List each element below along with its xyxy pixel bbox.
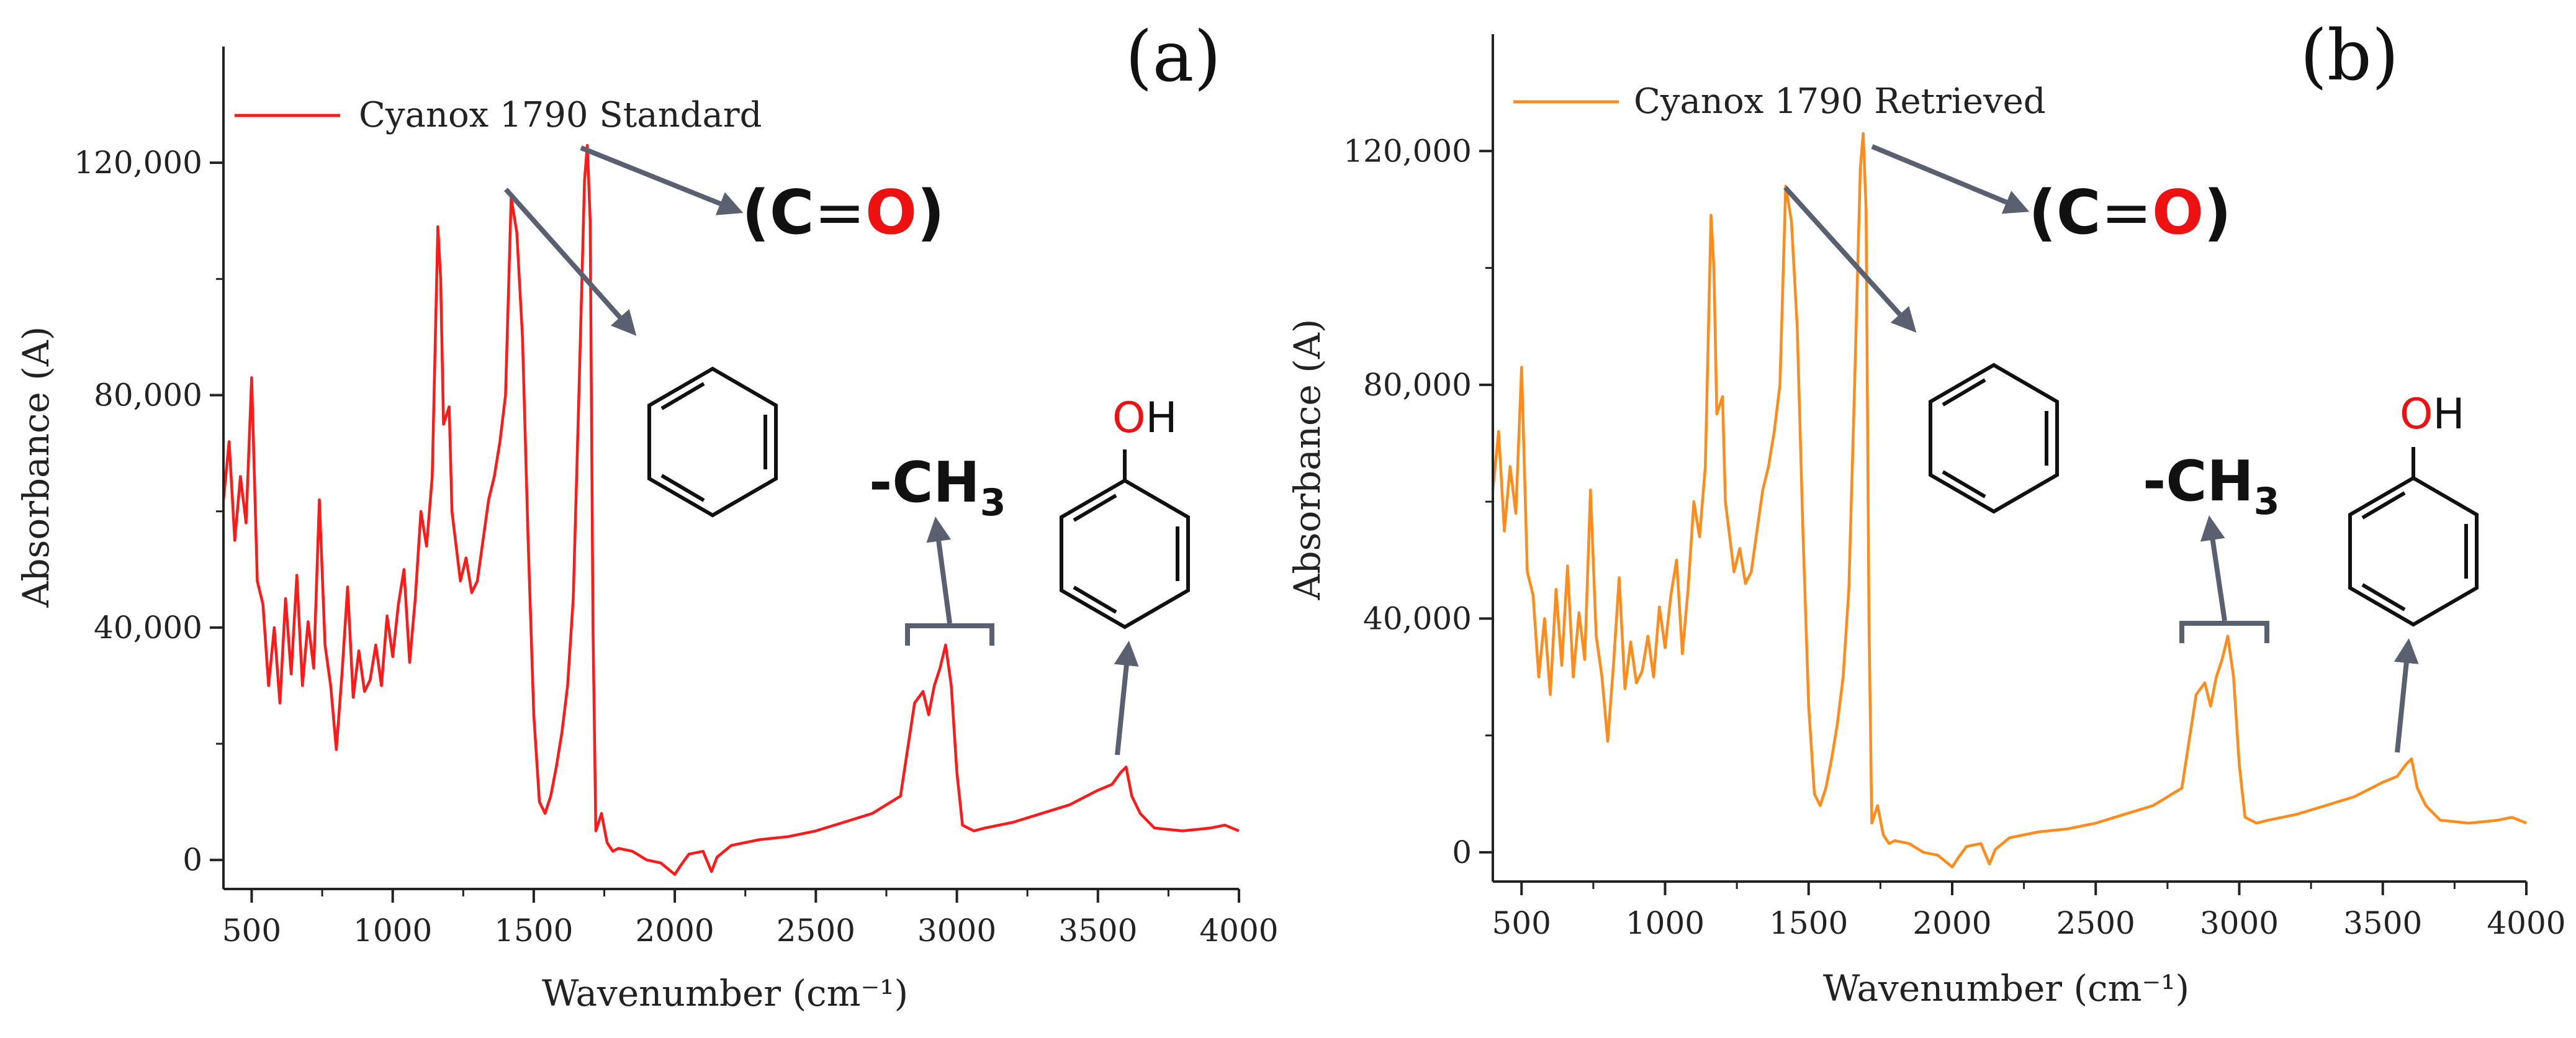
methyl-label: -CH3 (869, 450, 1006, 525)
y-tick-label: 120,000 (74, 145, 202, 181)
methyl-label: -CH3 (2143, 449, 2279, 523)
x-tick-label: 2000 (1912, 905, 1991, 941)
benzene-arrow (1783, 186, 1917, 333)
x-tick-label: 500 (1492, 905, 1551, 941)
legend-entry: Cyanox 1790 Retrieved (1634, 81, 2046, 122)
y-ticks-a: 0 40,000 80,000 120,000 (74, 145, 223, 878)
panel-a: 500 1000 1500 2000 2500 3000 3500 4000 0 40,000 8… (15, 17, 1279, 1014)
panel-b: 500 1000 1500 2000 2500 3000 3500 4000 0 40,000 8… (1286, 16, 2566, 1009)
y-tick-label: 80,000 (94, 377, 202, 413)
methyl-arrow (926, 517, 952, 624)
y-tick-label: 40,000 (94, 610, 202, 646)
x-tick-label: 1000 (353, 913, 432, 949)
benzene-arrow (504, 187, 637, 336)
y-axis-label: Absorbance (A) (15, 327, 57, 608)
series-line-0 (1491, 132, 2527, 869)
x-axis-label: Wavenumber (cm⁻¹) (1823, 967, 2189, 1009)
carbonyl-label: (C=O) (742, 178, 945, 248)
carbonyl-label: (C=O) (2029, 178, 2231, 248)
carbonyl-arrow (580, 145, 744, 215)
x-tick-label: 3000 (2200, 905, 2279, 941)
y-ticks-b: 0 40,000 80,000 120,000 (1343, 133, 1493, 870)
carbonyl-arrow (1871, 144, 2030, 214)
x-tick-label: 4000 (1199, 913, 1278, 949)
x-tick-label: 3500 (1058, 913, 1137, 949)
benzene-ring-icon (1929, 363, 2059, 514)
y-tick-label: 0 (1452, 834, 1472, 870)
methyl-arrow (2200, 515, 2227, 621)
methyl-bracket (905, 623, 994, 646)
x-tick-label: 2500 (2056, 905, 2135, 941)
phenol-arrow (1114, 641, 1139, 756)
series-line-0 (222, 143, 1240, 876)
y-tick-label: 0 (182, 842, 202, 878)
x-tick-label: 500 (222, 913, 281, 949)
phenol-label: OH (2400, 390, 2465, 439)
x-tick-label: 4000 (2487, 905, 2565, 941)
x-tick-label: 1500 (1769, 905, 1848, 941)
x-ticks-a: 500 1000 1500 2000 2500 3000 3500 4000 (222, 889, 1279, 949)
x-tick-label: 2000 (635, 913, 714, 949)
panel-label: (a) (1125, 17, 1221, 97)
phenol-arrow (2394, 638, 2419, 753)
x-tick-label: 3000 (917, 913, 996, 949)
y-tick-label: 120,000 (1343, 133, 1472, 169)
panel-label: (b) (2300, 16, 2398, 96)
phenol-ring-icon (2348, 447, 2479, 627)
legend-entry: Cyanox 1790 Standard (359, 95, 762, 135)
x-tick-label: 3500 (2343, 905, 2422, 941)
y-tick-label: 80,000 (1363, 367, 1472, 403)
benzene-ring-icon (647, 366, 778, 518)
phenol-label: OH (1112, 394, 1178, 443)
x-axis-label: Wavenumber (cm⁻¹) (542, 972, 908, 1014)
spectrum-line-a (222, 143, 1240, 876)
spectrum-line-b (1491, 132, 2527, 869)
y-tick-label: 40,000 (1363, 600, 1472, 636)
x-ticks-b: 500 1000 1500 2000 2500 3000 3500 4000 (1492, 882, 2566, 941)
phenol-ring-icon (1060, 449, 1190, 630)
y-axis-label: Absorbance (A) (1286, 319, 1328, 601)
x-tick-label: 2500 (777, 913, 855, 949)
x-tick-label: 1000 (1626, 905, 1705, 941)
methyl-bracket (2179, 621, 2269, 643)
x-tick-label: 1500 (494, 913, 573, 949)
